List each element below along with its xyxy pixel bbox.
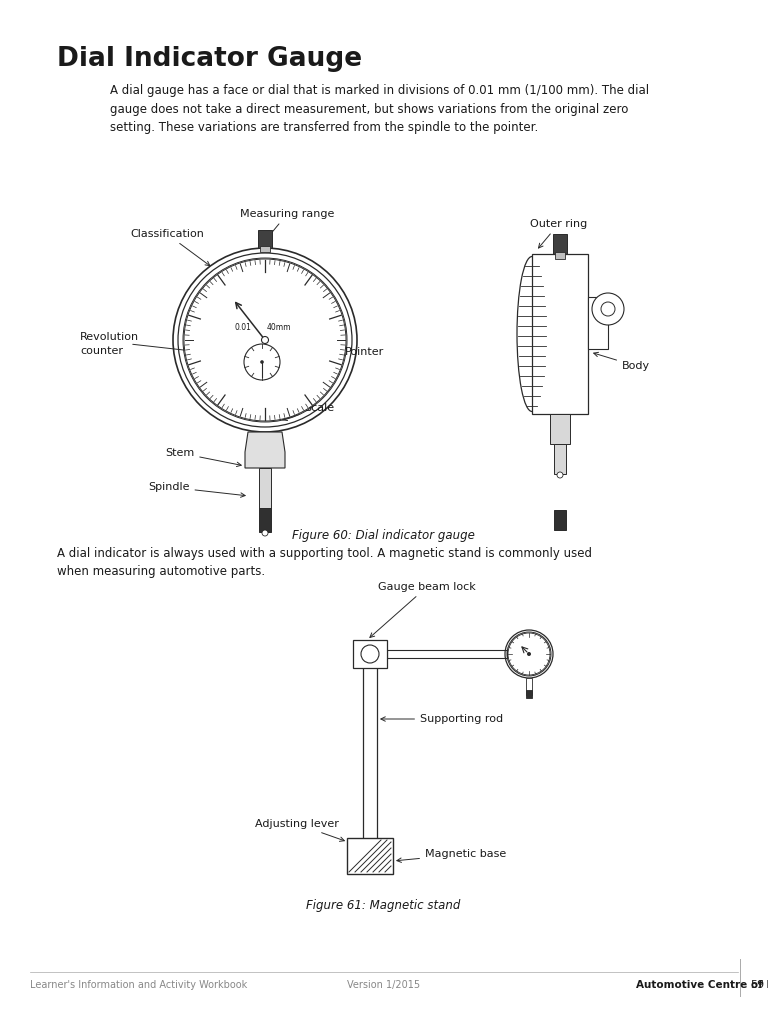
Text: A dial gauge has a face or dial that is marked in divisions of 0.01 mm (1/100 mm: A dial gauge has a face or dial that is … (110, 84, 649, 134)
Bar (554, 510, 566, 530)
Text: 40mm: 40mm (267, 323, 292, 332)
Text: Spindle: Spindle (148, 482, 245, 498)
Text: Dial Indicator Gauge: Dial Indicator Gauge (57, 46, 362, 72)
Circle shape (184, 259, 346, 421)
Bar (588, 297, 608, 349)
Text: Gauge beam lock: Gauge beam lock (370, 582, 475, 637)
Text: Pointer: Pointer (310, 347, 384, 369)
Bar (353, 640, 387, 668)
Text: Automotive Centre of Excellence: Automotive Centre of Excellence (636, 980, 768, 990)
Bar (258, 230, 272, 248)
Text: 59: 59 (750, 980, 764, 990)
Text: Scale: Scale (283, 403, 334, 421)
Text: Body: Body (594, 352, 650, 371)
Bar (387, 650, 507, 658)
Bar (363, 654, 377, 839)
Bar (526, 678, 532, 695)
Bar (347, 838, 393, 874)
Bar (550, 414, 570, 444)
Bar (260, 246, 270, 252)
Text: Revolution
counter: Revolution counter (80, 333, 139, 355)
Circle shape (592, 293, 624, 325)
Circle shape (262, 530, 268, 536)
Text: A dial indicator is always used with a supporting tool. A magnetic stand is comm: A dial indicator is always used with a s… (57, 547, 592, 579)
Text: Version 1/2015: Version 1/2015 (347, 980, 421, 990)
Circle shape (601, 302, 615, 316)
Bar (259, 508, 271, 532)
Circle shape (557, 472, 563, 478)
Text: Outer ring: Outer ring (530, 219, 588, 248)
Circle shape (244, 344, 280, 380)
Bar (532, 254, 588, 414)
Circle shape (527, 652, 531, 656)
Text: Learner's Information and Activity Workbook: Learner's Information and Activity Workb… (30, 980, 247, 990)
Text: Measuring range: Measuring range (240, 209, 334, 245)
Text: Magnetic base: Magnetic base (397, 849, 506, 862)
Text: Stem: Stem (165, 449, 241, 467)
Circle shape (261, 337, 269, 343)
Text: Supporting rod: Supporting rod (381, 714, 503, 724)
Bar (526, 690, 532, 698)
Text: Figure 61: Magnetic stand: Figure 61: Magnetic stand (306, 899, 460, 912)
Text: Adjusting lever: Adjusting lever (255, 819, 344, 842)
Bar (554, 444, 566, 474)
Bar (553, 234, 567, 254)
Polygon shape (245, 432, 285, 468)
Ellipse shape (517, 256, 547, 412)
Circle shape (260, 360, 263, 364)
Bar (555, 252, 565, 259)
Circle shape (361, 645, 379, 663)
Bar (259, 468, 271, 508)
Text: Classification: Classification (130, 229, 210, 265)
Text: 0.01: 0.01 (234, 323, 251, 332)
Circle shape (508, 633, 550, 675)
Text: Figure 60: Dial indicator gauge: Figure 60: Dial indicator gauge (292, 529, 475, 542)
